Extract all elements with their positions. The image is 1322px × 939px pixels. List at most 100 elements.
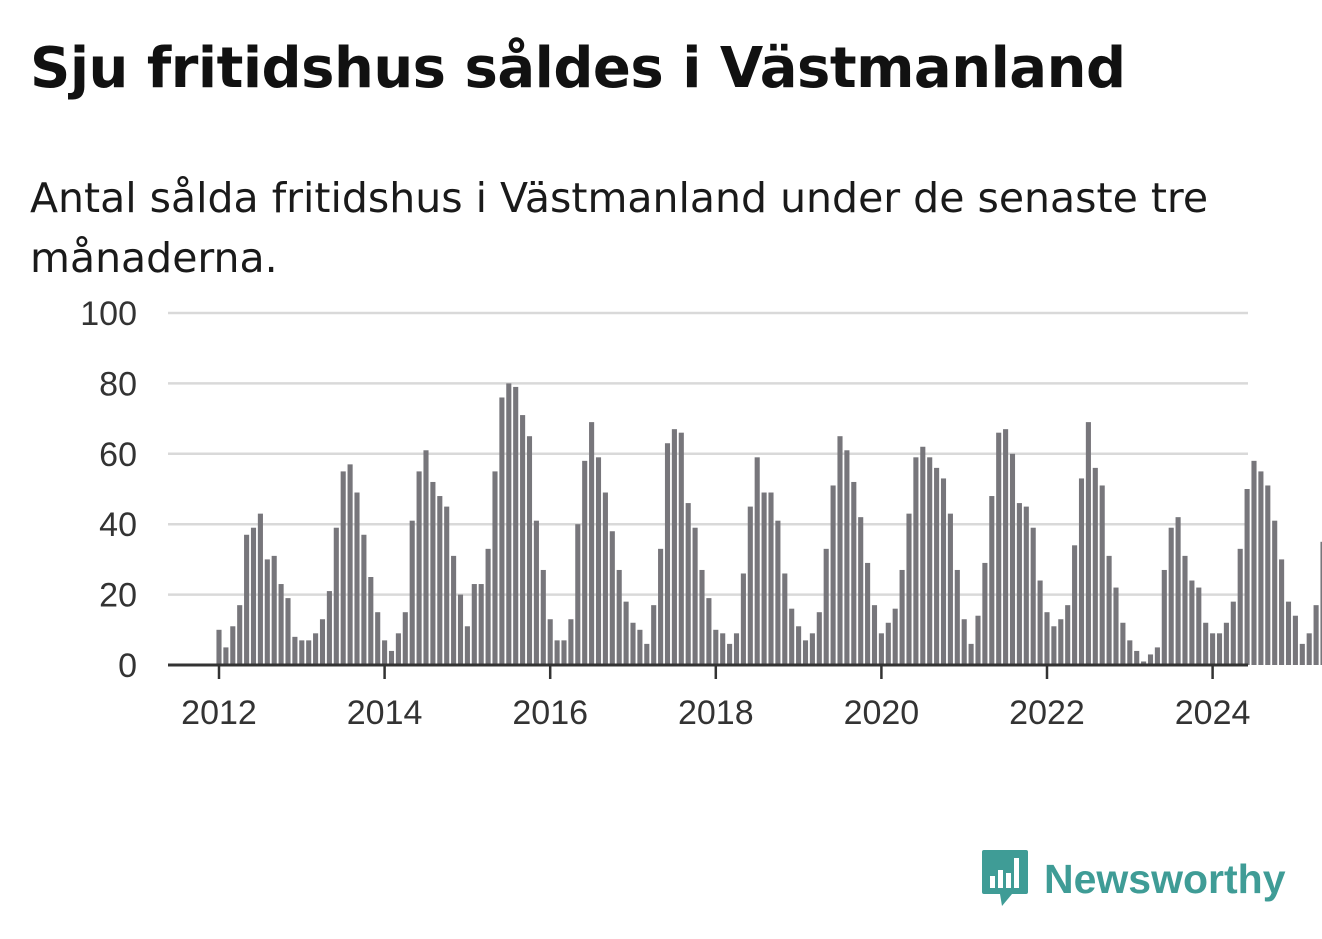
bar: [940, 478, 947, 665]
bar: [382, 640, 388, 665]
bar: [733, 633, 740, 665]
bar: [292, 636, 298, 665]
bar: [1078, 478, 1085, 665]
bar: [520, 415, 526, 665]
bar: [554, 640, 560, 665]
bar: [1265, 485, 1271, 665]
x-tick-label: 2014: [347, 694, 423, 732]
bar: [347, 464, 353, 665]
bar: [1085, 422, 1091, 665]
y-tick-label: 40: [99, 506, 137, 544]
bar: [899, 569, 905, 665]
bar: [637, 629, 643, 665]
bar: [250, 527, 257, 665]
x-axis: 20122014201620182020202220242026: [168, 663, 1251, 732]
bar: [1272, 520, 1278, 665]
bar: [368, 577, 374, 665]
bar: [485, 548, 491, 665]
bar: [609, 531, 615, 665]
bar: [561, 640, 567, 665]
x-tick-label: 2020: [844, 694, 920, 732]
bar: [388, 650, 395, 665]
bar: [299, 640, 305, 665]
bar: [685, 503, 691, 665]
bar: [692, 527, 698, 665]
x-tick-label: 2024: [1175, 694, 1251, 732]
bar: [658, 548, 664, 665]
bar: [1099, 485, 1105, 665]
bar: [968, 643, 974, 665]
bar: [837, 436, 843, 665]
bar: [423, 450, 429, 665]
bar: [761, 492, 767, 665]
bar: [747, 506, 753, 665]
bar: [947, 513, 953, 665]
bar: [1285, 601, 1292, 665]
bar: [623, 601, 629, 665]
bar: [644, 643, 650, 665]
chart-title: Sju fritidshus såldes i Västmanland: [30, 36, 1126, 101]
bar: [437, 496, 443, 665]
bar: [568, 619, 574, 665]
bar: [589, 422, 595, 665]
y-tick-label: 20: [99, 577, 137, 615]
y-tick-label: 60: [99, 436, 137, 474]
bar: [471, 584, 477, 665]
bar: [989, 496, 995, 665]
bar: [223, 647, 229, 665]
bar: [796, 626, 802, 665]
bar: [1313, 605, 1319, 665]
bar: [1030, 527, 1036, 665]
bar: [285, 598, 291, 665]
bar: [582, 460, 588, 665]
bar: [313, 633, 319, 665]
bar-chart: 0 20 40 60 80 100 2012 2014 2016 2018 2020 2022 202…: [80, 295, 1322, 732]
bar: [547, 619, 553, 665]
bar: [664, 443, 671, 665]
bar: [492, 471, 498, 665]
bar: [416, 471, 422, 665]
bar: [1113, 587, 1119, 665]
bars: [216, 383, 1322, 665]
bar: [1044, 612, 1050, 665]
bar: [395, 633, 401, 665]
bar: [768, 492, 774, 665]
bar: [457, 594, 464, 665]
bar: [920, 446, 926, 665]
bar: [1279, 559, 1285, 665]
bar: [706, 598, 712, 665]
bar: [326, 591, 332, 665]
bar: [1182, 555, 1188, 665]
bar: [961, 619, 967, 665]
brand-name: Newsworthy: [1044, 855, 1286, 902]
newsworthy-logo: Newsworthy: [980, 848, 1286, 910]
bar: [1230, 601, 1236, 665]
bar: [1120, 622, 1126, 665]
bar: [430, 481, 436, 665]
bar: [1258, 471, 1264, 665]
bar: [934, 467, 940, 665]
bar: [651, 605, 657, 665]
bar: [513, 386, 519, 665]
bar: [996, 432, 1002, 665]
bar: [1320, 541, 1322, 665]
bar: [727, 643, 733, 665]
bar: [844, 450, 850, 665]
bar: [865, 562, 871, 665]
bar: [892, 608, 898, 665]
bar: [671, 429, 677, 665]
x-tick-label: 2018: [678, 694, 754, 732]
bar: [830, 485, 836, 665]
bar: [575, 524, 581, 665]
bar: [278, 584, 284, 665]
bar: [1065, 605, 1071, 665]
bar: [1216, 633, 1223, 665]
bar: [809, 633, 815, 665]
bar: [319, 619, 326, 665]
bar: [740, 573, 746, 665]
y-tick-label: 100: [80, 295, 137, 333]
y-axis-labels: 0 20 40 60 80 100: [80, 295, 137, 685]
bar: [1203, 622, 1209, 665]
bar: [720, 633, 726, 665]
bar: [816, 612, 822, 665]
